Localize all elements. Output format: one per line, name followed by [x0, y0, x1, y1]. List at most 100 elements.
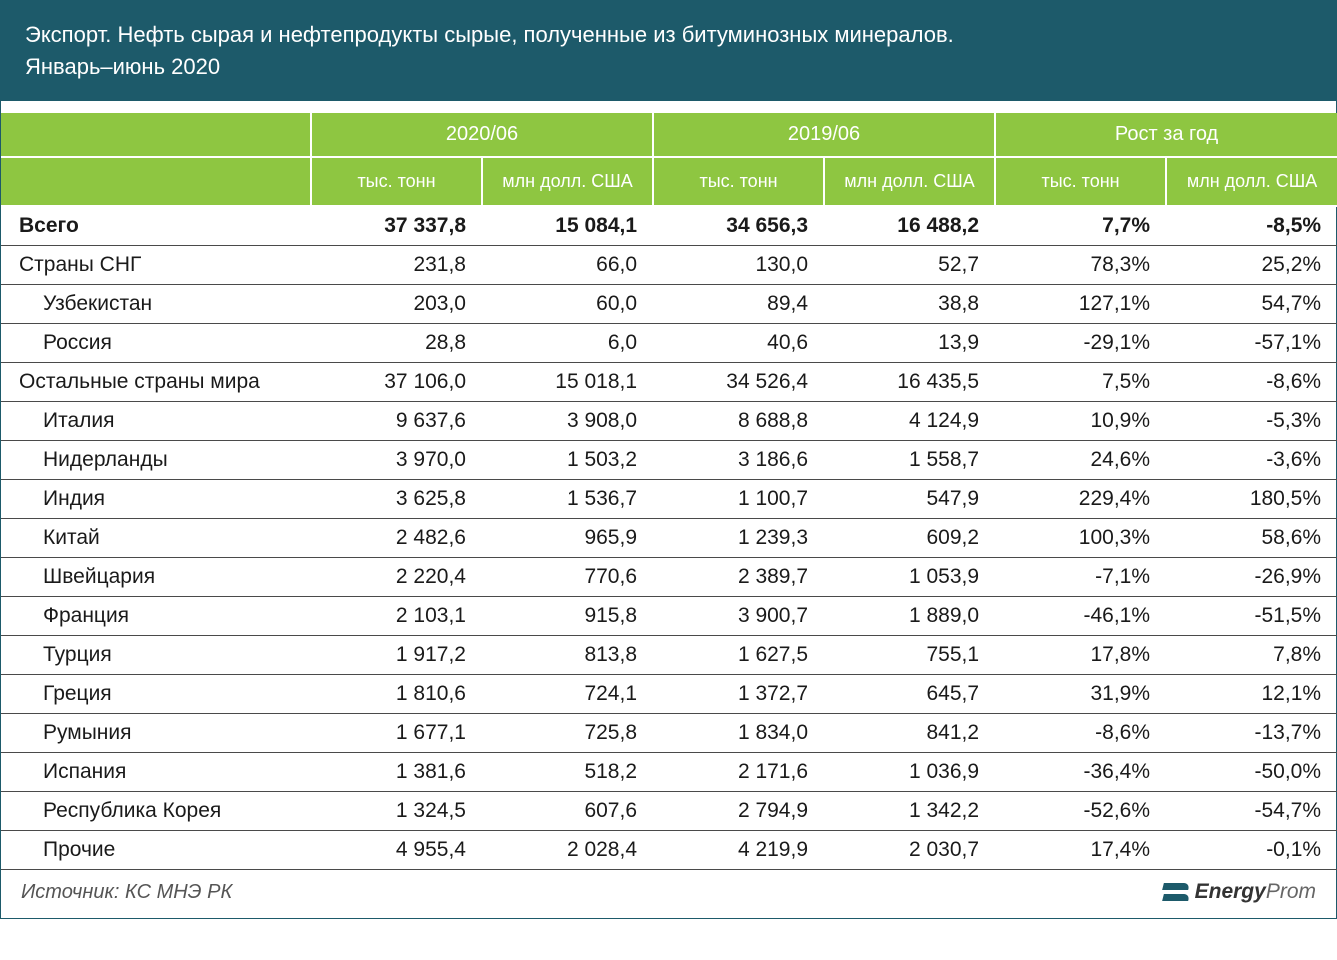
- cell-value: -29,1%: [995, 324, 1166, 363]
- title-line-1: Экспорт. Нефть сырая и нефтепродукты сыр…: [25, 19, 1312, 51]
- cell-value: -7,1%: [995, 558, 1166, 597]
- cell-value: 2 482,6: [311, 519, 482, 558]
- cell-value: 2 103,1: [311, 597, 482, 636]
- cell-value: 4 955,4: [311, 831, 482, 870]
- cell-value: 52,7: [824, 246, 995, 285]
- cell-value: 37 337,8: [311, 206, 482, 246]
- row-label: Индия: [1, 480, 311, 519]
- cell-value: 231,8: [311, 246, 482, 285]
- cell-value: 8 688,8: [653, 402, 824, 441]
- row-label: Турция: [1, 636, 311, 675]
- cell-value: 724,1: [482, 675, 653, 714]
- cell-value: 1 324,5: [311, 792, 482, 831]
- cell-value: 965,9: [482, 519, 653, 558]
- header-blank: [1, 113, 311, 157]
- table-row: Китай2 482,6965,91 239,3609,2100,3%58,6%: [1, 519, 1337, 558]
- row-label: Узбекистан: [1, 285, 311, 324]
- table-body: Всего37 337,815 084,134 656,316 488,27,7…: [1, 206, 1337, 870]
- cell-value: 17,4%: [995, 831, 1166, 870]
- brand-light: Prom: [1266, 880, 1316, 903]
- cell-value: 3 970,0: [311, 441, 482, 480]
- cell-value: -5,3%: [1166, 402, 1337, 441]
- row-label: Греция: [1, 675, 311, 714]
- table-row: Италия9 637,63 908,08 688,84 124,910,9%-…: [1, 402, 1337, 441]
- cell-value: 1 558,7: [824, 441, 995, 480]
- cell-value: 4 219,9: [653, 831, 824, 870]
- cell-value: 2 220,4: [311, 558, 482, 597]
- cell-value: -13,7%: [1166, 714, 1337, 753]
- row-label: Остальные страны мира: [1, 363, 311, 402]
- header-tons: тыс. тонн: [653, 157, 824, 206]
- cell-value: 78,3%: [995, 246, 1166, 285]
- row-label: Россия: [1, 324, 311, 363]
- table-row: Швейцария2 220,4770,62 389,71 053,9-7,1%…: [1, 558, 1337, 597]
- row-label: Китай: [1, 519, 311, 558]
- cell-value: -52,6%: [995, 792, 1166, 831]
- row-label: Румыния: [1, 714, 311, 753]
- cell-value: -8,6%: [1166, 363, 1337, 402]
- cell-value: 1 372,7: [653, 675, 824, 714]
- cell-value: 2 028,4: [482, 831, 653, 870]
- row-label: Страны СНГ: [1, 246, 311, 285]
- cell-value: 229,4%: [995, 480, 1166, 519]
- cell-value: 813,8: [482, 636, 653, 675]
- cell-value: 16 488,2: [824, 206, 995, 246]
- table-row: Страны СНГ231,866,0130,052,778,3%25,2%: [1, 246, 1337, 285]
- cell-value: 34 656,3: [653, 206, 824, 246]
- table-row: Узбекистан203,060,089,438,8127,1%54,7%: [1, 285, 1337, 324]
- header-sub-blank: [1, 157, 311, 206]
- cell-value: 15 018,1: [482, 363, 653, 402]
- cell-value: 7,7%: [995, 206, 1166, 246]
- cell-value: 4 124,9: [824, 402, 995, 441]
- brand: EnergyProm: [1163, 880, 1316, 904]
- row-label: Прочие: [1, 831, 311, 870]
- cell-value: 60,0: [482, 285, 653, 324]
- cell-value: 31,9%: [995, 675, 1166, 714]
- table-row: Турция1 917,2813,81 627,5755,117,8%7,8%: [1, 636, 1337, 675]
- cell-value: 645,7: [824, 675, 995, 714]
- cell-value: 518,2: [482, 753, 653, 792]
- cell-value: 2 794,9: [653, 792, 824, 831]
- cell-value: 1 810,6: [311, 675, 482, 714]
- row-label: Республика Корея: [1, 792, 311, 831]
- table-row: Греция1 810,6724,11 372,7645,731,9%12,1%: [1, 675, 1337, 714]
- cell-value: 547,9: [824, 480, 995, 519]
- cell-value: 17,8%: [995, 636, 1166, 675]
- cell-value: -51,5%: [1166, 597, 1337, 636]
- cell-value: 127,1%: [995, 285, 1166, 324]
- cell-value: 9 637,6: [311, 402, 482, 441]
- table-row: Республика Корея1 324,5607,62 794,91 342…: [1, 792, 1337, 831]
- cell-value: 16 435,5: [824, 363, 995, 402]
- cell-value: -0,1%: [1166, 831, 1337, 870]
- cell-value: 37 106,0: [311, 363, 482, 402]
- cell-value: 58,6%: [1166, 519, 1337, 558]
- cell-value: 1 503,2: [482, 441, 653, 480]
- title-line-2: Январь–июнь 2020: [25, 51, 1312, 83]
- cell-value: 180,5%: [1166, 480, 1337, 519]
- cell-value: -46,1%: [995, 597, 1166, 636]
- cell-value: 40,6: [653, 324, 824, 363]
- cell-value: 841,2: [824, 714, 995, 753]
- cell-value: 38,8: [824, 285, 995, 324]
- cell-value: -50,0%: [1166, 753, 1337, 792]
- cell-value: 89,4: [653, 285, 824, 324]
- cell-value: -8,6%: [995, 714, 1166, 753]
- cell-value: 10,9%: [995, 402, 1166, 441]
- cell-value: 6,0: [482, 324, 653, 363]
- cell-value: 2 171,6: [653, 753, 824, 792]
- header-row-sub: тыс. тонн млн долл. США тыс. тонн млн до…: [1, 157, 1337, 206]
- report-container: Экспорт. Нефть сырая и нефтепродукты сыр…: [0, 0, 1337, 919]
- cell-value: 15 084,1: [482, 206, 653, 246]
- row-label: Всего: [1, 206, 311, 246]
- header-usd: млн долл. США: [482, 157, 653, 206]
- cell-value: -8,5%: [1166, 206, 1337, 246]
- header-usd: млн долл. США: [824, 157, 995, 206]
- cell-value: 12,1%: [1166, 675, 1337, 714]
- source-text: Источник: КС МНЭ РК: [21, 881, 232, 904]
- header-usd: млн долл. США: [1166, 157, 1337, 206]
- cell-value: 7,8%: [1166, 636, 1337, 675]
- table-row: Индия3 625,81 536,71 100,7547,9229,4%180…: [1, 480, 1337, 519]
- cell-value: 3 908,0: [482, 402, 653, 441]
- cell-value: 25,2%: [1166, 246, 1337, 285]
- cell-value: 1 239,3: [653, 519, 824, 558]
